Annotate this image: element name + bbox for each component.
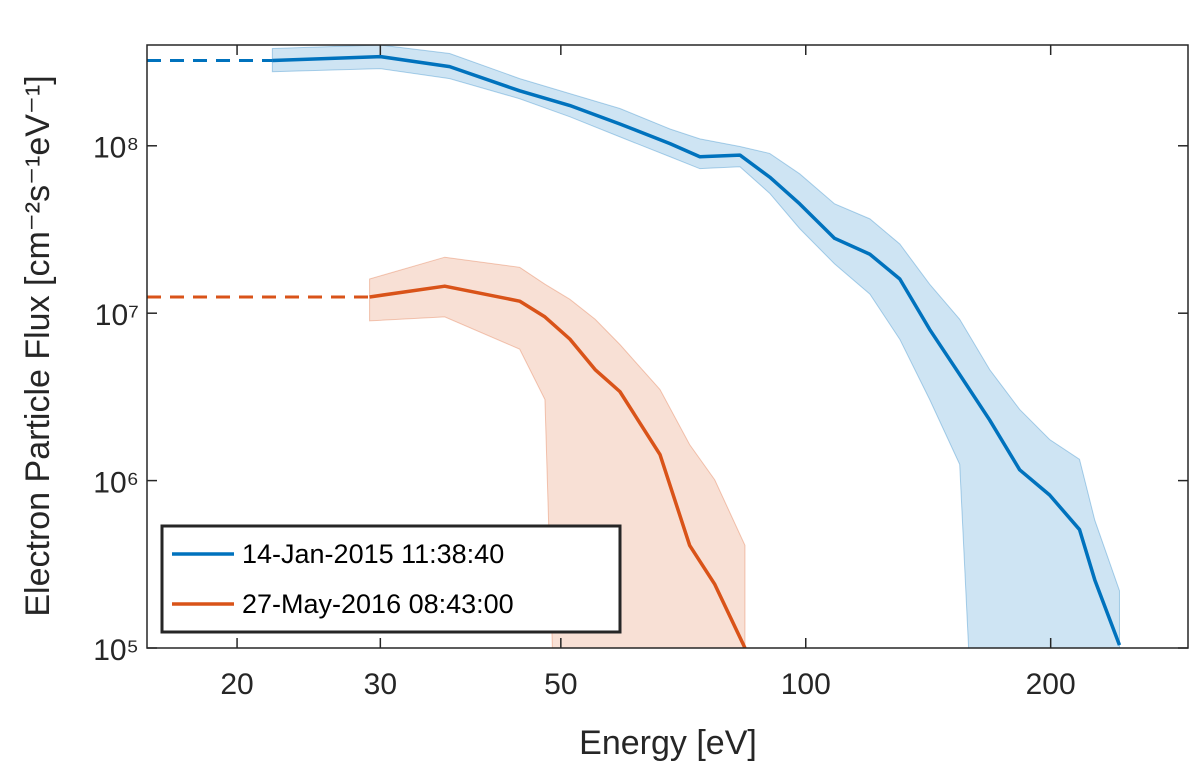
y-tick-label: 10⁷ (95, 299, 139, 332)
x-tick-label: 200 (1026, 668, 1076, 701)
plot-area (147, 45, 1122, 648)
legend-label: 27-May-2016 08:43:00 (242, 589, 514, 619)
error-band (369, 256, 746, 648)
series-line (369, 284, 747, 648)
x-tick-label: 50 (544, 668, 577, 701)
error-band (271, 45, 1120, 648)
legend-label: 14-Jan-2015 11:38:40 (242, 539, 504, 569)
x-axis-label: Energy [eV] (579, 724, 757, 762)
axes-frame (146, 44, 1189, 649)
x-tick-label: 20 (220, 668, 253, 701)
y-axis-label: Electron Particle Flux [cm⁻²s⁻¹eV⁻¹] (19, 75, 57, 616)
y-tick-label: 10⁵ (93, 634, 139, 667)
y-tick-label: 10⁶ (93, 467, 139, 500)
legend-box (160, 524, 622, 634)
x-tick-label: 100 (781, 668, 831, 701)
series-line (272, 54, 1122, 646)
y-tick-label: 10⁸ (93, 132, 139, 165)
x-tick-label: 30 (364, 668, 397, 701)
